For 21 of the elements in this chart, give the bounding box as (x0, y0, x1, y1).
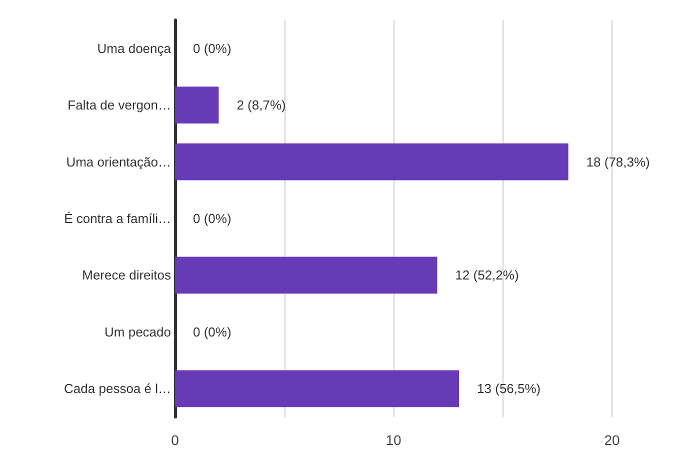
y-tick-label: Falta de vergon… (68, 98, 171, 113)
bar (175, 370, 460, 408)
x-tick-label: 0 (171, 432, 180, 448)
y-tick-label: Cada pessoa é l… (64, 381, 171, 396)
data-label: 18 (78,3%) (586, 154, 650, 170)
data-label: 2 (8,7%) (236, 98, 286, 113)
data-label: 12 (52,2%) (455, 268, 519, 283)
bar (175, 143, 568, 180)
data-label: 0 (0%) (193, 211, 232, 226)
bar (175, 256, 438, 294)
x-tick-label: 20 (604, 432, 620, 448)
bar (175, 86, 219, 124)
x-tick-label: 10 (386, 432, 402, 448)
y-tick-label: Um pecado (104, 324, 171, 340)
data-label: 13 (56,5%) (477, 381, 541, 396)
data-label: 0 (0%) (193, 324, 232, 340)
y-tick-label: Uma doença (97, 40, 172, 56)
y-tick-label: Uma orientação… (66, 154, 171, 170)
y-tick-label: É contra a famíli… (64, 211, 171, 226)
y-tick-label: Merece direitos (82, 268, 172, 283)
data-label: 0 (0%) (193, 40, 232, 56)
